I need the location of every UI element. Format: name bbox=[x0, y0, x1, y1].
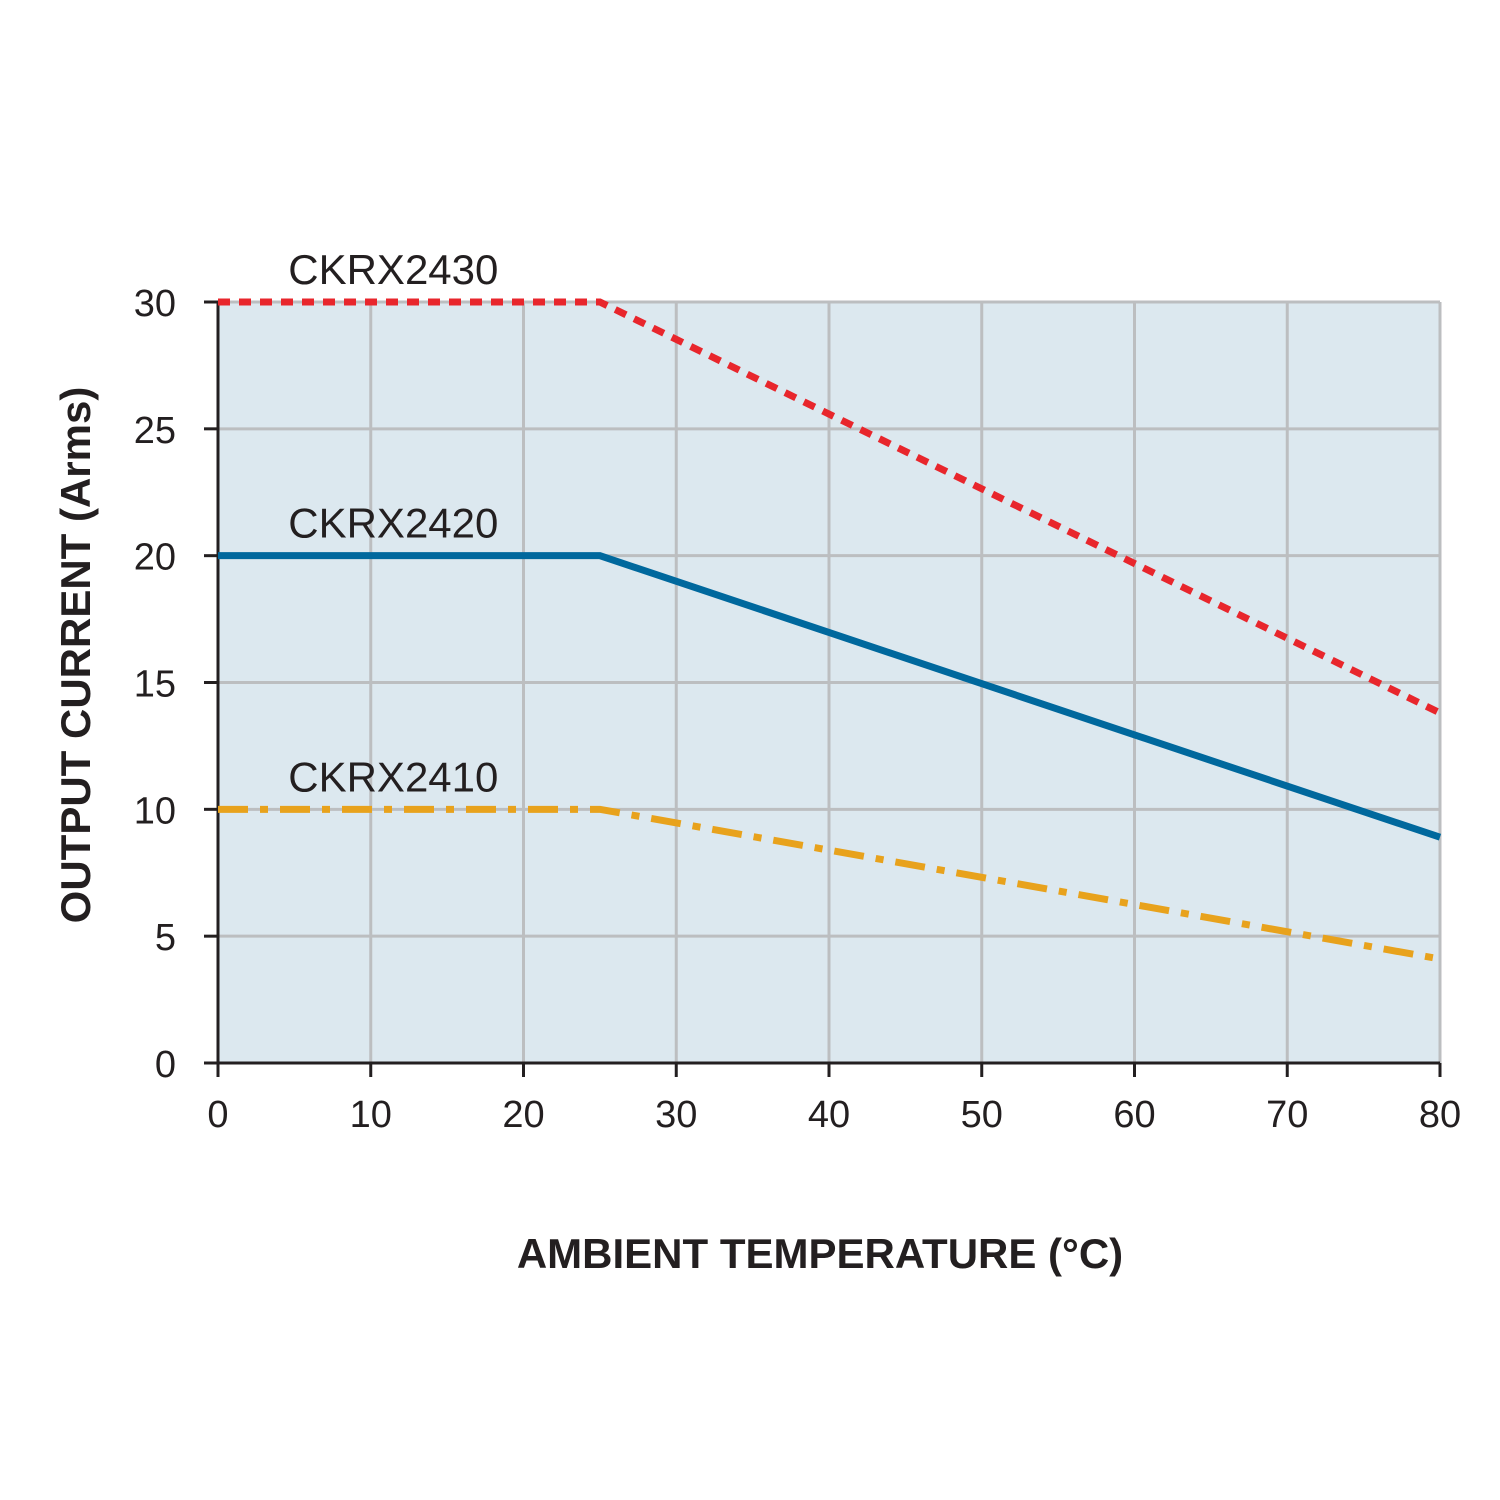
x-tick-label: 70 bbox=[1266, 1094, 1308, 1136]
series-line-ckrx2420 bbox=[218, 552, 1442, 841]
series-line-ckrx2410 bbox=[218, 805, 1441, 963]
y-tick-labels: 0 5 10 15 20 25 30 bbox=[134, 283, 176, 1086]
x-tick-label: 80 bbox=[1419, 1094, 1461, 1136]
axes bbox=[204, 300, 1442, 1077]
x-tick-label: 40 bbox=[808, 1094, 850, 1136]
series-label-ckrx2420: CKRX2420 bbox=[288, 500, 498, 547]
x-tick-label: 20 bbox=[502, 1094, 544, 1136]
y-tick-label: 25 bbox=[134, 410, 176, 452]
x-tick-labels: 0 10 20 30 40 50 60 70 80 bbox=[207, 1094, 1461, 1136]
y-tick-label: 30 bbox=[134, 283, 176, 325]
series-label-ckrx2430: CKRX2430 bbox=[288, 246, 498, 293]
series-label-ckrx2410: CKRX2410 bbox=[288, 753, 498, 800]
x-tick-label: 10 bbox=[350, 1094, 392, 1136]
y-tick-label: 20 bbox=[134, 537, 176, 579]
x-tick-label: 60 bbox=[1113, 1094, 1155, 1136]
x-tick-label: 30 bbox=[655, 1094, 697, 1136]
y-axis-title: OUTPUT CURRENT (Arms) bbox=[52, 387, 99, 924]
y-tick-label: 10 bbox=[134, 790, 176, 832]
y-tick-label: 15 bbox=[134, 664, 176, 706]
x-axis-title: AMBIENT TEMPERATURE (°C) bbox=[517, 1230, 1123, 1277]
series-line-ckrx2430 bbox=[218, 298, 1442, 717]
series-lines bbox=[218, 298, 1442, 963]
series-labels: CKRX2430 CKRX2420 CKRX2410 bbox=[288, 246, 498, 800]
y-tick-label: 0 bbox=[155, 1044, 176, 1086]
grid-lines bbox=[218, 300, 1442, 1063]
x-tick-label: 0 bbox=[207, 1094, 228, 1136]
y-tick-label: 5 bbox=[155, 917, 176, 959]
x-tick-label: 50 bbox=[961, 1094, 1003, 1136]
